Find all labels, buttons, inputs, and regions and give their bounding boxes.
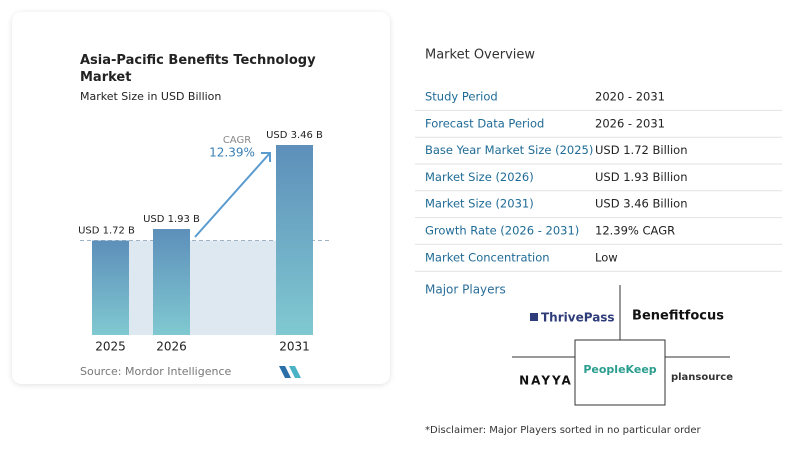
disclaimer: *Disclaimer: Major Players sorted in no … [425, 425, 702, 436]
row-label: Market Size (2026) [425, 170, 534, 184]
chart-subtitle: Market Size in USD Billion [80, 90, 221, 103]
bar [153, 229, 190, 335]
player-grid [512, 285, 730, 406]
chart-title: Asia-Pacific Benefits Technology Market [80, 53, 316, 85]
row-value: Low [595, 250, 618, 264]
row-value: 2026 - 2031 [595, 116, 665, 130]
players-title: Major Players [425, 283, 506, 297]
player: PeopleKeep [583, 363, 656, 376]
player: plansource [671, 372, 733, 383]
row-label: Study Period [425, 90, 498, 104]
row-value: 2020 - 2031 [595, 90, 665, 104]
logo [279, 366, 301, 378]
value-label: USD 3.46 B [266, 130, 323, 141]
cagr-value: 12.39% [209, 146, 255, 160]
x-tick-label: 2031 [279, 340, 310, 354]
row-label: Base Year Market Size (2025) [425, 143, 593, 157]
player: Benefitfocus [632, 309, 724, 324]
cagr-arrowhead [261, 152, 271, 162]
thrivepass-icon [530, 313, 538, 321]
row-label: Growth Rate (2026 - 2031) [425, 224, 579, 238]
row-value: USD 1.93 Billion [595, 170, 687, 184]
bar [276, 145, 313, 335]
x-tick-label: 2026 [156, 340, 187, 354]
row-value: USD 3.46 Billion [595, 197, 687, 211]
cagr-label: CAGR [223, 135, 251, 146]
row-label: Market Concentration [425, 250, 550, 264]
player: NAYYA [519, 374, 573, 388]
player: ThrivePass [541, 311, 615, 325]
row-value: USD 1.72 Billion [595, 143, 687, 157]
cagr-arrow [194, 152, 271, 238]
source: Source: Mordor Intelligence [80, 365, 231, 378]
base-shade [129, 240, 276, 335]
overview-title: Market Overview [425, 48, 535, 63]
value-label: USD 1.72 B [78, 226, 135, 237]
x-tick-label: 2025 [95, 340, 126, 354]
row-label: Market Size (2031) [425, 197, 534, 211]
bar [92, 240, 129, 335]
row-value: 12.39% CAGR [595, 224, 675, 238]
value-label: USD 1.93 B [143, 214, 200, 225]
row-label: Forecast Data Period [425, 116, 544, 130]
